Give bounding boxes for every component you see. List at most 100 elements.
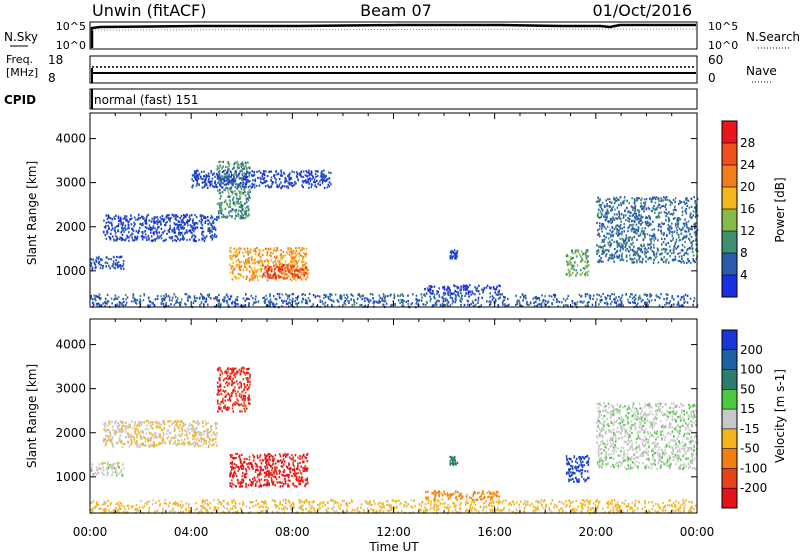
data-cell — [437, 299, 439, 302]
data-cell — [666, 258, 668, 261]
data-cell — [580, 260, 582, 263]
data-cell — [122, 304, 125, 307]
data-cell — [229, 255, 232, 258]
data-cell — [219, 184, 222, 187]
data-cell — [292, 292, 295, 296]
data-cell — [187, 224, 189, 227]
data-cell — [122, 300, 125, 304]
data-cell — [302, 186, 304, 189]
data-cell — [294, 299, 296, 303]
data-cell — [108, 227, 110, 230]
data-cell — [188, 431, 191, 434]
data-cell — [109, 440, 112, 443]
data-cell — [694, 207, 697, 210]
data-cell — [616, 255, 618, 258]
data-cell — [227, 407, 230, 410]
data-cell — [219, 383, 222, 386]
data-cell — [165, 238, 167, 241]
data-cell — [215, 183, 217, 186]
data-cell — [436, 290, 439, 293]
data-cell — [260, 472, 262, 476]
data-cell — [279, 270, 281, 273]
data-cell — [245, 476, 247, 479]
data-cell — [128, 227, 130, 230]
data-cell — [93, 294, 95, 297]
data-cell — [235, 452, 237, 455]
data-cell — [664, 248, 666, 251]
data-cell — [143, 436, 146, 439]
data-cell — [120, 440, 123, 443]
data-cell — [121, 431, 123, 434]
data-cell — [466, 303, 469, 306]
data-cell — [301, 255, 303, 258]
data-cell — [278, 261, 281, 264]
data-cell — [606, 217, 608, 220]
data-cell — [308, 300, 311, 303]
data-cell — [155, 426, 158, 429]
data-cell — [293, 262, 296, 265]
data-cell — [109, 236, 111, 239]
data-cell — [278, 292, 281, 296]
data-cell — [148, 228, 150, 231]
data-cell — [299, 461, 301, 464]
data-cell — [281, 254, 284, 257]
data-cell — [204, 221, 206, 225]
data-cell — [300, 477, 302, 480]
data-cell — [240, 461, 242, 464]
data-cell — [597, 216, 600, 219]
data-cell — [247, 171, 249, 174]
data-cell — [245, 198, 248, 201]
data-cell — [236, 163, 239, 166]
data-cell — [233, 268, 236, 271]
data-cell — [225, 299, 228, 302]
data-cell — [665, 211, 667, 215]
data-cell — [259, 466, 262, 469]
data-cell — [634, 253, 637, 256]
data-cell — [200, 437, 203, 440]
data-cell — [240, 394, 243, 397]
data-cell — [251, 174, 254, 177]
data-cell — [174, 217, 177, 220]
data-cell — [254, 298, 257, 301]
data-cell — [630, 248, 632, 251]
data-cell — [683, 224, 686, 227]
data-cell — [266, 466, 269, 469]
data-cell — [116, 303, 118, 306]
data-cell — [154, 239, 157, 242]
data-cell — [275, 298, 278, 301]
data-cell — [657, 295, 660, 298]
data-cell — [318, 295, 321, 298]
data-cell — [277, 269, 279, 272]
data-cell — [163, 218, 166, 221]
data-cell — [165, 221, 167, 225]
data-cell — [220, 207, 223, 210]
data-cell — [336, 299, 339, 302]
data-cell — [687, 258, 689, 261]
data-cell — [305, 268, 307, 272]
data-cell — [264, 181, 266, 184]
data-cell — [154, 220, 156, 223]
data-cell — [244, 373, 247, 376]
data-cell — [288, 262, 290, 265]
data-cell — [160, 237, 163, 240]
data-cell — [180, 227, 182, 230]
data-cell — [234, 376, 237, 379]
data-cell — [235, 265, 238, 268]
data-cell — [270, 454, 273, 457]
data-cell — [144, 219, 146, 222]
data-cell — [257, 301, 260, 304]
data-cell — [234, 389, 236, 392]
data-cell — [162, 426, 165, 429]
data-cell — [272, 304, 275, 307]
data-cell — [164, 296, 166, 299]
data-cell — [204, 430, 206, 433]
data-cell — [248, 297, 250, 301]
data-cell — [154, 238, 156, 241]
data-cell — [242, 304, 245, 307]
data-cell — [674, 246, 676, 249]
data-cell — [317, 170, 319, 173]
data-cell — [293, 184, 295, 187]
data-cell — [193, 173, 195, 176]
data-cell — [217, 369, 219, 372]
data-cell — [450, 254, 452, 258]
